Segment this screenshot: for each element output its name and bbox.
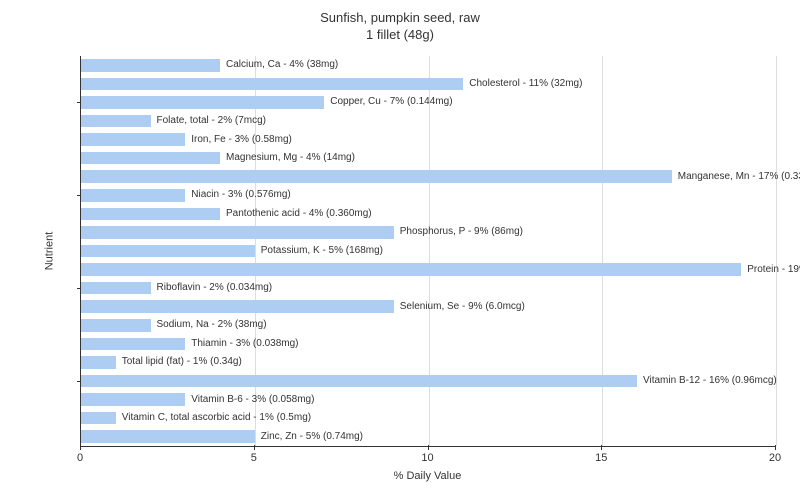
bar	[81, 282, 151, 295]
bar	[81, 78, 463, 91]
bar-label: Pantothenic acid - 4% (0.360mg)	[226, 208, 372, 219]
bar-row: Thiamin - 3% (0.038mg)	[81, 335, 776, 354]
bar-label: Thiamin - 3% (0.038mg)	[191, 338, 298, 349]
bar-label: Vitamin B-6 - 3% (0.058mg)	[191, 394, 314, 405]
bar-label: Phosphorus, P - 9% (86mg)	[400, 226, 523, 237]
bar-row: Folate, total - 2% (7mcg)	[81, 112, 776, 131]
bar-row: Selenium, Se - 9% (6.0mcg)	[81, 297, 776, 316]
bar-row: Potassium, K - 5% (168mg)	[81, 242, 776, 261]
bar-row: Copper, Cu - 7% (0.144mg)	[81, 93, 776, 112]
x-tick-label: 15	[595, 452, 607, 464]
bar-label: Iron, Fe - 3% (0.58mg)	[191, 134, 292, 145]
bar	[81, 375, 637, 388]
x-tick-label: 5	[251, 452, 257, 464]
bar	[81, 430, 255, 443]
bar-label: Potassium, K - 5% (168mg)	[261, 245, 383, 256]
bar-label: Riboflavin - 2% (0.034mg)	[157, 282, 273, 293]
bar	[81, 170, 672, 183]
bar-label: Vitamin B-12 - 16% (0.96mcg)	[643, 375, 777, 386]
y-axis-label: Nutrient	[30, 56, 69, 446]
bar-row: Manganese, Mn - 17% (0.336mg)	[81, 167, 776, 186]
bar	[81, 59, 220, 72]
bar	[81, 115, 151, 128]
bar	[81, 189, 185, 202]
bar-label: Copper, Cu - 7% (0.144mg)	[330, 96, 452, 107]
bar-row: Vitamin C, total ascorbic acid - 1% (0.5…	[81, 409, 776, 428]
bar-label: Folate, total - 2% (7mcg)	[157, 115, 266, 126]
bar	[81, 133, 185, 146]
bar-label: Total lipid (fat) - 1% (0.34g)	[122, 356, 242, 367]
y-tick-mark	[77, 102, 81, 103]
bar	[81, 338, 185, 351]
bar-row: Niacin - 3% (0.576mg)	[81, 186, 776, 205]
bar-row: Vitamin B-12 - 16% (0.96mcg)	[81, 372, 776, 391]
bar-row: Sodium, Na - 2% (38mg)	[81, 316, 776, 335]
bar	[81, 319, 151, 332]
x-axis-label: % Daily Value	[80, 470, 775, 482]
bar-label: Calcium, Ca - 4% (38mg)	[226, 59, 338, 70]
bar	[81, 245, 255, 258]
bar-label: Zinc, Zn - 5% (0.74mg)	[261, 431, 363, 442]
bar-row: Protein - 19% (9.31g)	[81, 260, 776, 279]
bar-row: Total lipid (fat) - 1% (0.34g)	[81, 353, 776, 372]
bar-row: Zinc, Zn - 5% (0.74mg)	[81, 427, 776, 446]
bar	[81, 300, 394, 313]
bar-row: Iron, Fe - 3% (0.58mg)	[81, 130, 776, 149]
bar	[81, 96, 324, 109]
title-line-2: 1 fillet (48g)	[366, 27, 434, 42]
bar-row: Cholesterol - 11% (32mg)	[81, 75, 776, 94]
bar-row: Phosphorus, P - 9% (86mg)	[81, 223, 776, 242]
x-tick-label: 10	[421, 452, 433, 464]
bar	[81, 226, 394, 239]
bar-label: Cholesterol - 11% (32mg)	[469, 78, 582, 89]
bar-row: Pantothenic acid - 4% (0.360mg)	[81, 205, 776, 224]
plot-area: Calcium, Ca - 4% (38mg) Cholesterol - 11%…	[80, 56, 776, 447]
bar-row: Magnesium, Mg - 4% (14mg)	[81, 149, 776, 168]
x-axis-ticks: 05101520	[80, 448, 775, 468]
bar-label: Vitamin C, total ascorbic acid - 1% (0.5…	[122, 412, 311, 423]
bar-label: Magnesium, Mg - 4% (14mg)	[226, 152, 355, 163]
x-tick-mark	[254, 445, 255, 450]
bar-label: Sodium, Na - 2% (38mg)	[157, 319, 267, 330]
x-tick-mark	[80, 445, 81, 450]
y-tick-mark	[77, 288, 81, 289]
y-tick-mark	[77, 195, 81, 196]
bar	[81, 356, 116, 369]
x-tick-label: 0	[77, 452, 83, 464]
bar	[81, 412, 116, 425]
bar	[81, 152, 220, 165]
bar	[81, 208, 220, 221]
x-tick-mark	[428, 445, 429, 450]
nutrition-bar-chart: Sunfish, pumpkin seed, raw 1 fillet (48g…	[0, 0, 800, 500]
y-tick-mark	[77, 381, 81, 382]
bar-row: Calcium, Ca - 4% (38mg)	[81, 56, 776, 75]
bar-label: Niacin - 3% (0.576mg)	[191, 189, 290, 200]
bar	[81, 263, 741, 276]
bar-row: Riboflavin - 2% (0.034mg)	[81, 279, 776, 298]
gridline	[776, 56, 777, 446]
bar-label: Protein - 19% (9.31g)	[747, 264, 800, 275]
x-tick-mark	[775, 445, 776, 450]
chart-title: Sunfish, pumpkin seed, raw 1 fillet (48g…	[0, 0, 800, 44]
x-tick-label: 20	[769, 452, 781, 464]
x-tick-mark	[601, 445, 602, 450]
title-line-1: Sunfish, pumpkin seed, raw	[320, 10, 480, 25]
bar-row: Vitamin B-6 - 3% (0.058mg)	[81, 390, 776, 409]
bar	[81, 393, 185, 406]
bar-label: Manganese, Mn - 17% (0.336mg)	[678, 171, 800, 182]
bar-label: Selenium, Se - 9% (6.0mcg)	[400, 301, 525, 312]
